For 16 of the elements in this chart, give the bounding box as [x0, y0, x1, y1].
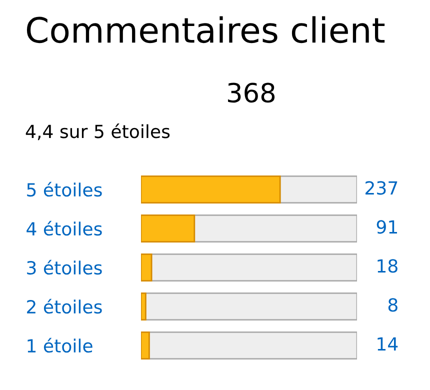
chart-title: Commentaires client: [26, 16, 385, 44]
y-tick-label: 3 étoiles: [27, 260, 102, 275]
data-label: 237: [366, 181, 398, 195]
y-tick-label: 5 étoiles: [27, 182, 102, 197]
data-label: 18: [378, 259, 398, 273]
bar: [141, 254, 152, 282]
y-tick-label: 1 étoile: [28, 338, 92, 353]
y-tick-label: 2 étoiles: [27, 298, 102, 314]
text: 368: [228, 82, 275, 103]
bar: [141, 332, 150, 360]
bar: [141, 292, 146, 320]
y-tick-label: 4 étoiles: [26, 220, 102, 236]
data-label: 14: [378, 337, 398, 350]
data-label: 91: [376, 220, 397, 234]
text: 4,4 sur 5 étoiles: [26, 124, 170, 140]
data-label: 8: [388, 298, 398, 312]
